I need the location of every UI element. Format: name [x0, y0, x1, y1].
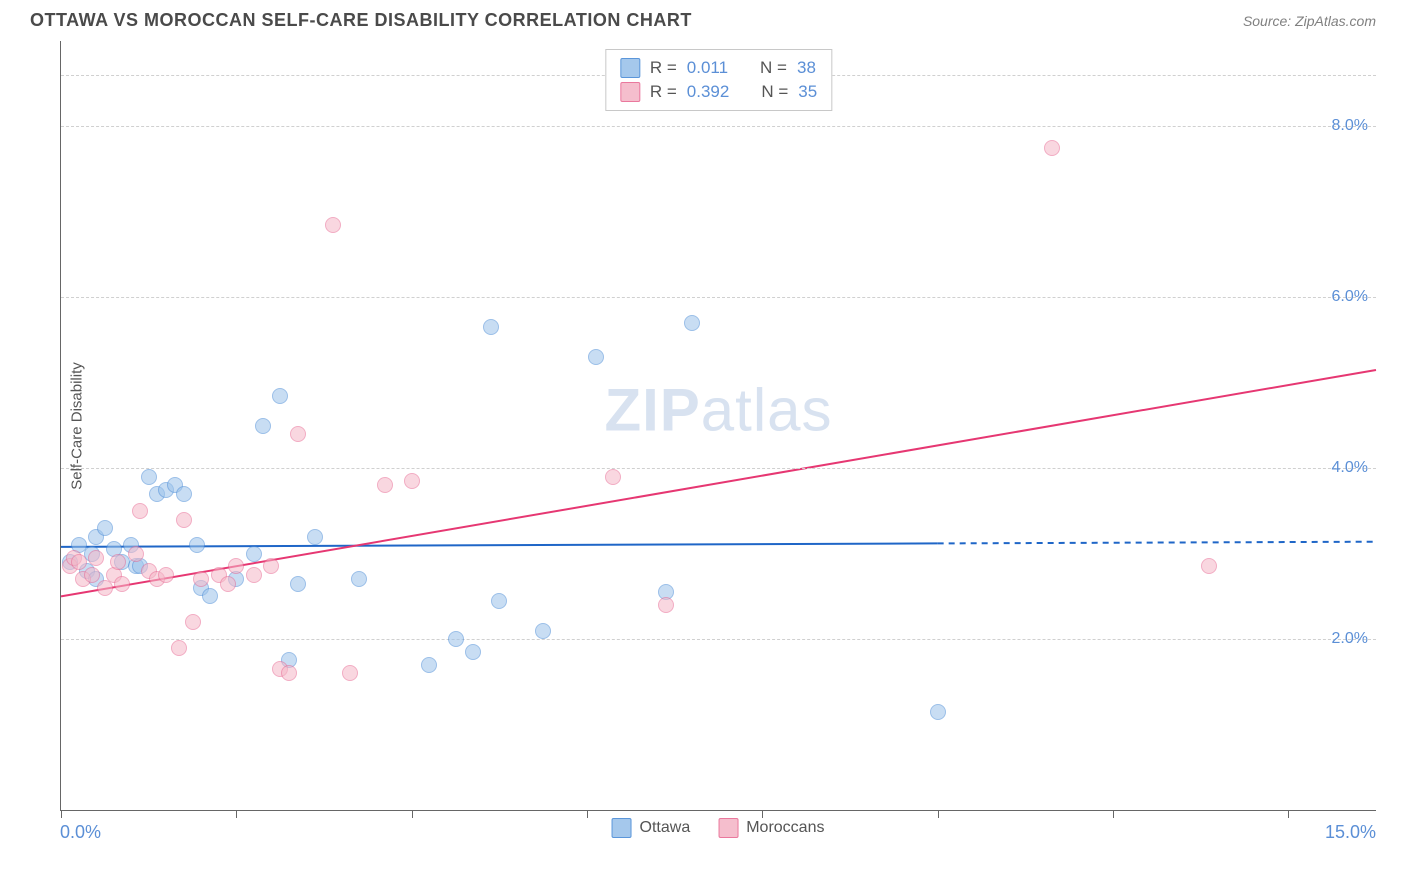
x-axis-row: 0.0% Ottawa Moroccans 15.0% [60, 818, 1376, 848]
x-max-label: 15.0% [1325, 822, 1376, 843]
data-point-ottawa [97, 520, 113, 536]
data-point-ottawa [448, 631, 464, 647]
r-value-moroccans: 0.392 [687, 82, 730, 102]
data-point-ottawa [290, 576, 306, 592]
legend-swatch-ottawa [620, 58, 640, 78]
data-point-moroccans [404, 473, 420, 489]
data-point-moroccans [658, 597, 674, 613]
x-tick [1288, 810, 1289, 818]
gridline [61, 468, 1376, 469]
x-tick [762, 810, 763, 818]
data-point-moroccans [84, 567, 100, 583]
x-tick [61, 810, 62, 818]
data-point-ottawa [351, 571, 367, 587]
data-point-ottawa [483, 319, 499, 335]
data-point-moroccans [342, 665, 358, 681]
data-point-moroccans [263, 558, 279, 574]
x-tick [587, 810, 588, 818]
x-tick [236, 810, 237, 818]
legend-label-moroccans: Moroccans [746, 819, 824, 837]
data-point-ottawa [930, 704, 946, 720]
data-point-moroccans [88, 550, 104, 566]
y-tick-label: 2.0% [1332, 630, 1368, 648]
data-point-moroccans [1201, 558, 1217, 574]
data-point-moroccans [246, 567, 262, 583]
y-tick-label: 8.0% [1332, 117, 1368, 135]
legend-item-moroccans: Moroccans [718, 818, 824, 838]
trend-line-moroccans [61, 370, 1376, 596]
gridline [61, 126, 1376, 127]
data-point-moroccans [110, 554, 126, 570]
x-tick [1113, 810, 1114, 818]
r-value-ottawa: 0.011 [687, 58, 728, 78]
data-point-ottawa [246, 546, 262, 562]
n-value-moroccans: 35 [798, 82, 817, 102]
gridline [61, 639, 1376, 640]
data-point-moroccans [176, 512, 192, 528]
data-point-ottawa [535, 623, 551, 639]
data-point-moroccans [228, 558, 244, 574]
x-tick [412, 810, 413, 818]
legend-item-ottawa: Ottawa [612, 818, 691, 838]
data-point-moroccans [158, 567, 174, 583]
data-point-moroccans [128, 546, 144, 562]
data-point-moroccans [290, 426, 306, 442]
data-point-moroccans [605, 469, 621, 485]
data-point-ottawa [141, 469, 157, 485]
n-label: N = [760, 58, 787, 78]
legend-swatch-ottawa [612, 818, 632, 838]
data-point-ottawa [307, 529, 323, 545]
r-label: R = [650, 58, 677, 78]
header-row: OTTAWA VS MOROCCAN SELF-CARE DISABILITY … [0, 0, 1406, 36]
chart-title: OTTAWA VS MOROCCAN SELF-CARE DISABILITY … [30, 10, 692, 31]
stats-legend: R = 0.011 N = 38 R = 0.392 N = 35 [605, 49, 832, 111]
data-point-moroccans [281, 665, 297, 681]
data-point-ottawa [255, 418, 271, 434]
data-point-moroccans [377, 477, 393, 493]
data-point-ottawa [202, 588, 218, 604]
plot-area: 2.0% 4.0% 6.0% 8.0% [61, 41, 1376, 810]
data-point-ottawa [421, 657, 437, 673]
data-point-ottawa [189, 537, 205, 553]
n-value-ottawa: 38 [797, 58, 816, 78]
data-point-ottawa [491, 593, 507, 609]
data-point-moroccans [1044, 140, 1060, 156]
trend-line-extrap-ottawa [938, 542, 1376, 544]
x-tick [938, 810, 939, 818]
data-point-moroccans [171, 640, 187, 656]
data-point-ottawa [272, 388, 288, 404]
y-tick-label: 6.0% [1332, 288, 1368, 306]
data-point-moroccans [71, 554, 87, 570]
data-point-moroccans [114, 576, 130, 592]
stats-legend-row: R = 0.392 N = 35 [620, 80, 817, 104]
legend-label-ottawa: Ottawa [640, 819, 691, 837]
data-point-moroccans [132, 503, 148, 519]
x-min-label: 0.0% [60, 822, 101, 843]
data-point-ottawa [465, 644, 481, 660]
r-label: R = [650, 82, 677, 102]
series-legend: Ottawa Moroccans [612, 818, 825, 838]
data-point-moroccans [193, 571, 209, 587]
chart-area: Self-Care Disability R = 0.011 N = 38 R … [60, 41, 1376, 811]
data-point-moroccans [220, 576, 236, 592]
legend-swatch-moroccans [620, 82, 640, 102]
data-point-ottawa [588, 349, 604, 365]
source-label: Source: ZipAtlas.com [1243, 13, 1376, 29]
n-label: N = [761, 82, 788, 102]
data-point-moroccans [185, 614, 201, 630]
data-point-ottawa [684, 315, 700, 331]
legend-swatch-moroccans [718, 818, 738, 838]
y-tick-label: 4.0% [1332, 459, 1368, 477]
gridline [61, 297, 1376, 298]
data-point-ottawa [176, 486, 192, 502]
stats-legend-row: R = 0.011 N = 38 [620, 56, 817, 80]
data-point-moroccans [325, 217, 341, 233]
